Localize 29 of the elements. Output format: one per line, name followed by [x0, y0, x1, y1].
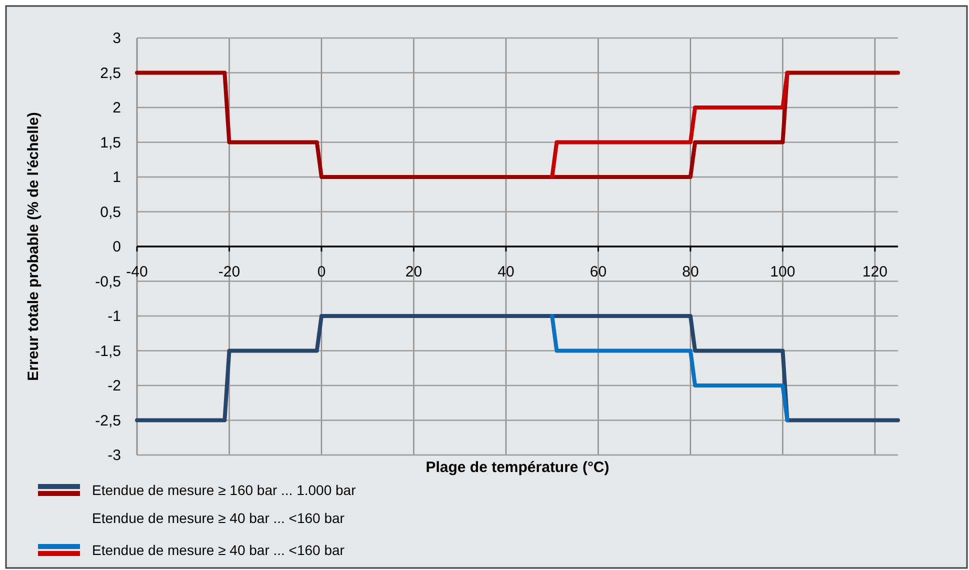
y-tick-label: 2,5 — [100, 64, 121, 82]
x-tick-label: -20 — [218, 264, 240, 280]
y-tick-label: -1 — [108, 308, 121, 325]
y-tick-label: -1,5 — [95, 342, 121, 360]
text: Etendue de mesure ≥ 40 bar ... <160 bar — [92, 510, 345, 526]
y-tick-label: 0,5 — [100, 204, 121, 221]
x-tick-label: 120 — [862, 264, 888, 280]
y-tick-label: 1 — [112, 169, 121, 186]
line-series — [550, 314, 790, 422]
y-tick-label: 0 — [112, 238, 121, 256]
x-tick-label: 20 — [405, 264, 422, 280]
x-tick-label: 100 — [770, 264, 796, 280]
x-tick-label: 60 — [590, 264, 607, 280]
y-tick-label: -3 — [108, 447, 121, 464]
x-tick-label: 80 — [682, 264, 699, 280]
x-axis-title: Plage de température (°C) — [426, 459, 610, 476]
x-tick-label: -40 — [126, 264, 148, 280]
legend-label: Etendue de mesure ≥ 160 bar ... 1.000 bar — [92, 482, 356, 498]
y-tick-label: 2 — [112, 100, 121, 116]
y-tick-label: -2,5 — [95, 412, 121, 430]
y-axis-title: Erreur totale probable (% de l'échelle) — [25, 112, 42, 381]
y-tick-label: -2 — [108, 378, 121, 394]
legend-label: Etendue de mesure ≥ 40 bar ... <160 bar — [92, 542, 345, 558]
x-tick-label: 40 — [498, 264, 514, 280]
x-tick-label: 0 — [317, 264, 326, 280]
line-series — [550, 70, 790, 179]
y-tick-label: 1,5 — [100, 134, 121, 152]
y-tick-label: 3 — [112, 30, 121, 47]
y-tick-label: -0,5 — [95, 273, 121, 290]
